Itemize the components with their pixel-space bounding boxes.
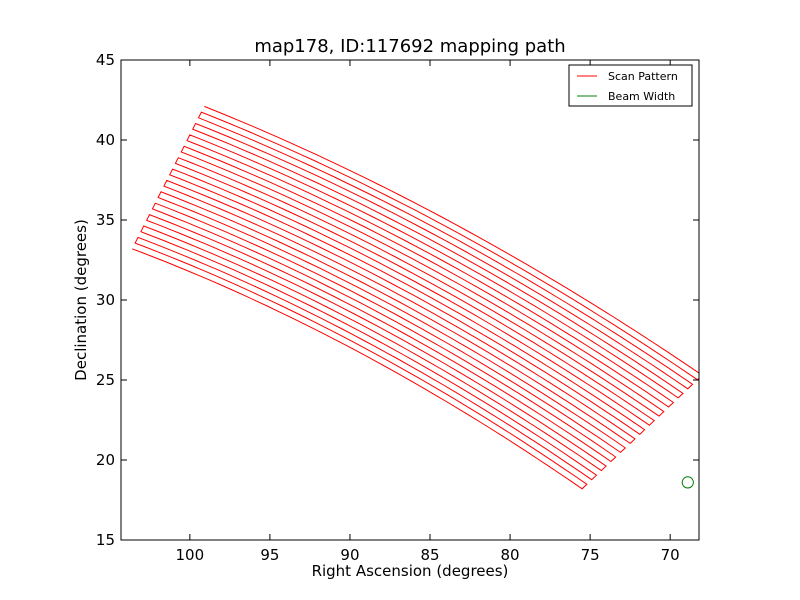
y-tick-label: 40 <box>96 131 115 149</box>
y-tick-label: 30 <box>96 291 115 309</box>
x-axis-label: Right Ascension (degrees) <box>312 562 509 580</box>
x-tick-label: 90 <box>340 546 359 564</box>
x-tick-label: 70 <box>661 546 680 564</box>
y-tick-label: 35 <box>96 211 115 229</box>
y-axis-ticks: 15 20 25 30 35 40 45 <box>96 51 699 549</box>
legend-label-scan-pattern: Scan Pattern <box>608 70 678 83</box>
scan-pattern-line <box>132 105 699 490</box>
beam-width-marker <box>681 476 694 489</box>
legend-box <box>568 64 693 107</box>
x-tick-label: 100 <box>176 546 205 564</box>
legend-label-beam-width: Beam Width <box>608 90 675 103</box>
beam-width-group <box>681 476 694 489</box>
x-axis-ticks: 100 95 90 85 80 75 70 <box>176 60 680 564</box>
scan-pattern-group <box>132 105 699 490</box>
y-tick-label: 25 <box>96 371 115 389</box>
x-tick-label: 95 <box>260 546 279 564</box>
y-tick-label: 45 <box>96 51 115 69</box>
y-tick-label: 20 <box>96 451 115 469</box>
x-tick-label: 75 <box>581 546 600 564</box>
y-axis-label: Declination (degrees) <box>72 219 90 381</box>
chart-title: map178, ID:117692 mapping path <box>254 36 565 57</box>
x-tick-label: 80 <box>501 546 520 564</box>
y-tick-label: 15 <box>96 531 115 549</box>
x-tick-label: 85 <box>420 546 439 564</box>
legend: Scan Pattern Beam Width <box>568 64 693 107</box>
